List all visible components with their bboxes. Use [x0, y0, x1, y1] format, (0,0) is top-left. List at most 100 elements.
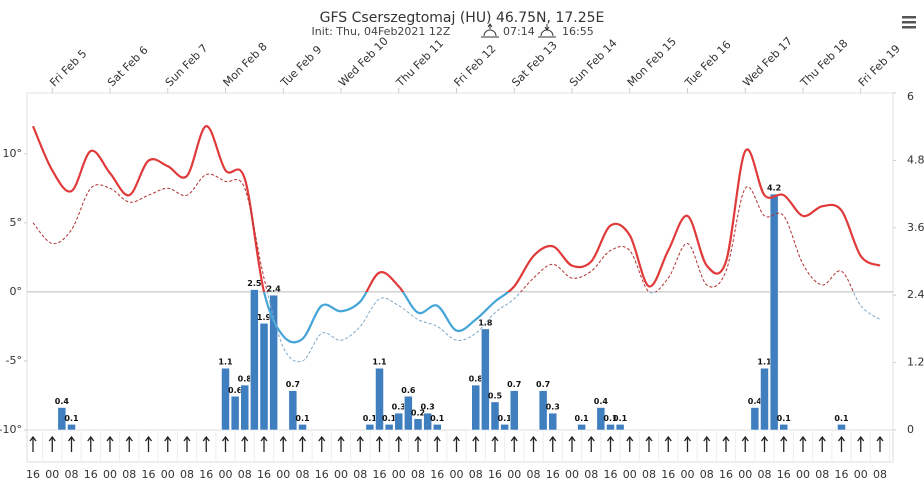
wind-arrow: [164, 435, 172, 452]
precip-bar: [375, 367, 384, 431]
precip-label: 0.1: [363, 414, 378, 423]
precip-bar: [837, 424, 846, 431]
x-tick-label: 00: [854, 468, 868, 481]
y2-tick-label: 4.8: [907, 153, 924, 166]
day-label: Tue Feb 9: [278, 43, 325, 90]
precip-bar: [606, 424, 615, 431]
x-tick-label: 08: [642, 468, 656, 481]
precip-label: 2.5: [247, 279, 262, 288]
precip-label: 0.1: [575, 414, 590, 423]
wind-arrow: [510, 435, 518, 452]
x-tick-label: 08: [815, 468, 829, 481]
day-label: Thu Feb 18: [797, 37, 850, 90]
precip-label: 0.8: [238, 375, 253, 384]
sunset-icon: [538, 24, 556, 38]
wind-arrow: [529, 435, 538, 452]
precip-bar: [615, 424, 625, 431]
x-tick-label: 16: [488, 468, 502, 481]
precip-label: 0.1: [64, 414, 79, 423]
precip-label: 1.9: [257, 313, 272, 322]
precip-bar: [384, 424, 394, 431]
day-label: Tue Feb 16: [682, 38, 734, 90]
precip-bar: [779, 424, 788, 431]
wind-arrow: [29, 435, 37, 452]
wind-arrow: [67, 435, 76, 452]
x-tick-label: 16: [373, 468, 387, 481]
x-tick-label: 00: [450, 468, 464, 481]
x-tick-label: 08: [296, 468, 310, 481]
wind-arrow: [741, 435, 749, 452]
precip-label: 0.8: [469, 375, 484, 384]
precip-bar: [394, 412, 403, 431]
wind-arrow: [48, 435, 56, 452]
wind-arrow: [626, 435, 634, 452]
x-tick-label: 00: [161, 468, 175, 481]
x-tick-label: 00: [565, 468, 579, 481]
precip-bar: [577, 424, 586, 431]
wind-arrow: [279, 435, 287, 452]
day-label: Fri Feb 19: [856, 42, 903, 89]
y-tick-label: 5°: [10, 216, 23, 229]
x-tick-label: 00: [45, 468, 59, 481]
x-tick-label: 16: [546, 468, 560, 481]
x-tick-label: 16: [142, 468, 156, 481]
wind-arrow: [857, 435, 865, 452]
x-tick-label: 00: [103, 468, 117, 481]
wind-arrow: [587, 435, 595, 452]
precip-label: 0.7: [286, 380, 300, 389]
y2-tick-label: 2.4: [907, 288, 924, 301]
x-tick-label: 08: [758, 468, 772, 481]
wind-arrow: [106, 435, 114, 452]
x-tick-label: 16: [777, 468, 791, 481]
precip-bar: [404, 396, 413, 431]
day-label: Sat Feb 6: [105, 44, 151, 90]
y-tick-label: 0°: [10, 285, 23, 298]
dewpoint-line: [32, 173, 881, 363]
y2-tick-label: 1.2: [907, 356, 924, 369]
wind-arrow: [818, 435, 826, 452]
x-tick-label: 08: [700, 468, 714, 481]
menu-button[interactable]: [902, 16, 916, 29]
precip-label: 0.1: [430, 414, 445, 423]
wind-arrow: [703, 435, 711, 452]
wind-arrow: [183, 435, 191, 452]
precip-label: 1.1: [757, 358, 772, 367]
precip-label: 0.6: [228, 386, 243, 395]
wind-arrow: [645, 435, 653, 452]
precip-bar: [288, 390, 298, 431]
x-tick-label: 00: [392, 468, 406, 481]
wind-arrow: [337, 435, 345, 452]
precip-label: 1.1: [372, 358, 387, 367]
x-tick-label: 08: [65, 468, 79, 481]
precip-label: 0.1: [295, 414, 310, 423]
x-tick-label: 08: [584, 468, 598, 481]
precip-label: 4.2: [767, 184, 781, 193]
y-tick-label: -5°: [6, 354, 22, 367]
precip-label: 0.6: [401, 386, 416, 395]
precip-bar: [433, 424, 442, 431]
precip-bar: [298, 424, 307, 431]
wind-arrow: [356, 435, 364, 452]
wind-arrow: [414, 435, 422, 452]
precip-label: 0.5: [488, 391, 503, 400]
x-tick-label: 16: [430, 468, 444, 481]
wind-arrow: [433, 435, 441, 452]
sunrise-icon: [481, 23, 499, 38]
y-tick-label: -10°: [0, 423, 22, 436]
x-tick-label: 16: [835, 468, 849, 481]
precip-bar: [423, 412, 432, 431]
day-label: Wed Feb 17: [740, 34, 795, 89]
x-tick-label: 00: [334, 468, 348, 481]
precip-bar: [230, 396, 240, 431]
x-tick-label: 00: [276, 468, 290, 481]
x-tick-label: 08: [180, 468, 194, 481]
wind-arrow: [241, 435, 249, 452]
day-label: Fri Feb 12: [452, 42, 499, 89]
wind-arrow: [876, 435, 884, 452]
precip-bar: [57, 407, 67, 431]
precip-label: 1.1: [218, 358, 233, 367]
x-tick-label: 00: [681, 468, 695, 481]
x-tick-label: 08: [527, 468, 541, 481]
wind-arrow: [722, 435, 730, 452]
